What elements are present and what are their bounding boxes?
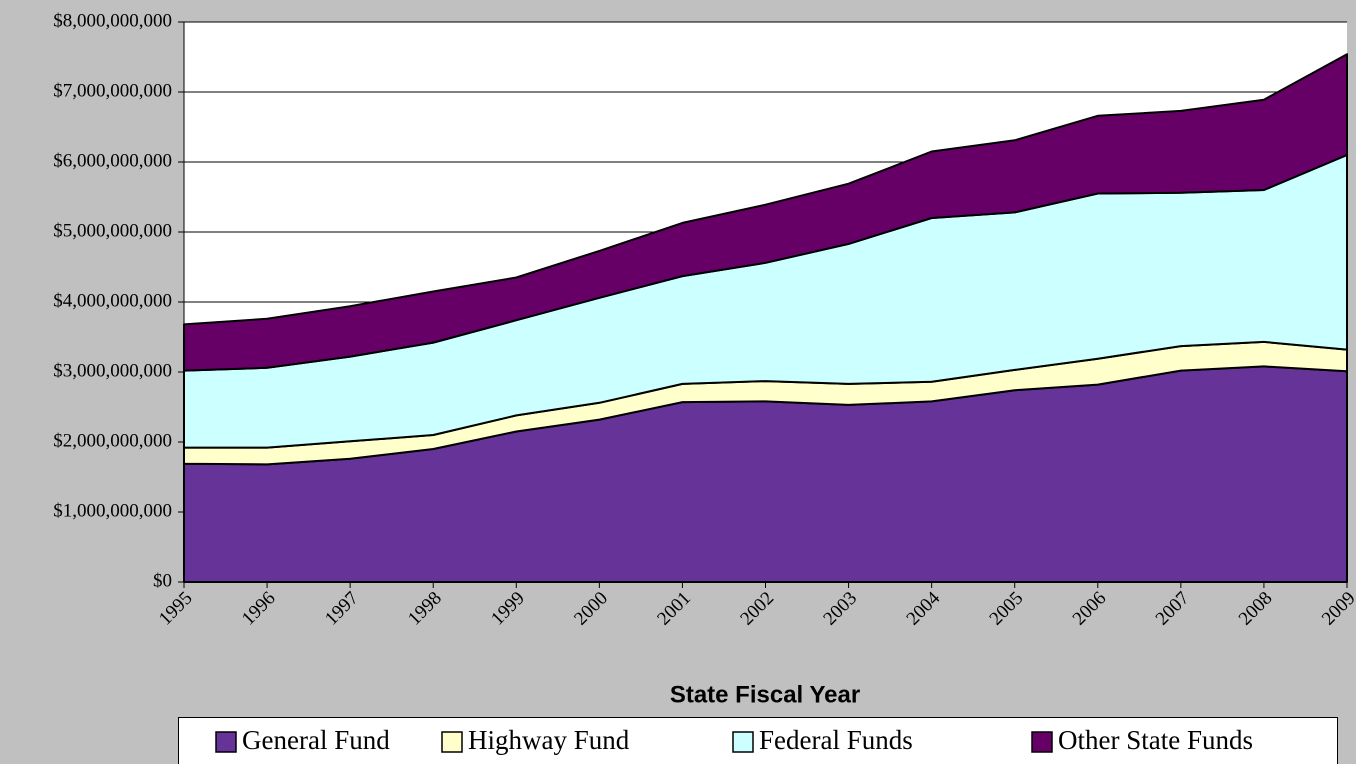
x-tick-label: 2002 xyxy=(736,588,778,630)
legend-label: Highway Fund xyxy=(468,725,630,755)
y-tick-label: $3,000,000,000 xyxy=(53,360,172,381)
y-tick-label: $7,000,000,000 xyxy=(53,80,172,101)
x-tick-label: 2009 xyxy=(1318,588,1356,630)
y-tick-label: $8,000,000,000 xyxy=(53,10,172,31)
area xyxy=(183,53,1348,372)
x-tick-label: 1999 xyxy=(487,588,529,630)
legend-label: General Fund xyxy=(242,725,390,755)
x-tick-label: 2005 xyxy=(986,588,1028,630)
legend-swatch xyxy=(441,731,463,753)
x-tick-label: 2001 xyxy=(653,588,695,630)
x-tick-label: 1996 xyxy=(238,588,280,630)
x-axis-title: State Fiscal Year xyxy=(670,681,860,708)
legend-swatch xyxy=(1031,731,1053,753)
legend-label: Federal Funds xyxy=(759,725,913,755)
x-tick-label: 1995 xyxy=(155,588,197,630)
y-tick-label: $1,000,000,000 xyxy=(53,500,172,521)
x-tick-label: 2003 xyxy=(819,588,861,630)
x-tick-label: 2006 xyxy=(1069,588,1111,630)
x-tick-label: 2004 xyxy=(903,587,945,629)
x-tick-label: 1997 xyxy=(321,588,363,630)
legend-box xyxy=(178,717,1338,764)
legend-swatch xyxy=(215,731,237,753)
y-tick-label: $5,000,000,000 xyxy=(53,220,172,241)
x-tick-label: 2008 xyxy=(1235,588,1277,630)
y-tick-label: $2,000,000,000 xyxy=(53,430,172,451)
y-tick-label: $6,000,000,000 xyxy=(53,150,172,171)
x-tick-label: 2000 xyxy=(570,588,612,630)
x-tick-label: 2007 xyxy=(1152,588,1194,630)
legend-swatch xyxy=(732,731,754,753)
y-tick-label: $0 xyxy=(153,570,172,591)
x-tick-label: 1998 xyxy=(404,588,446,630)
legend-label: Other State Funds xyxy=(1058,725,1253,755)
y-tick-label: $4,000,000,000 xyxy=(53,290,172,311)
